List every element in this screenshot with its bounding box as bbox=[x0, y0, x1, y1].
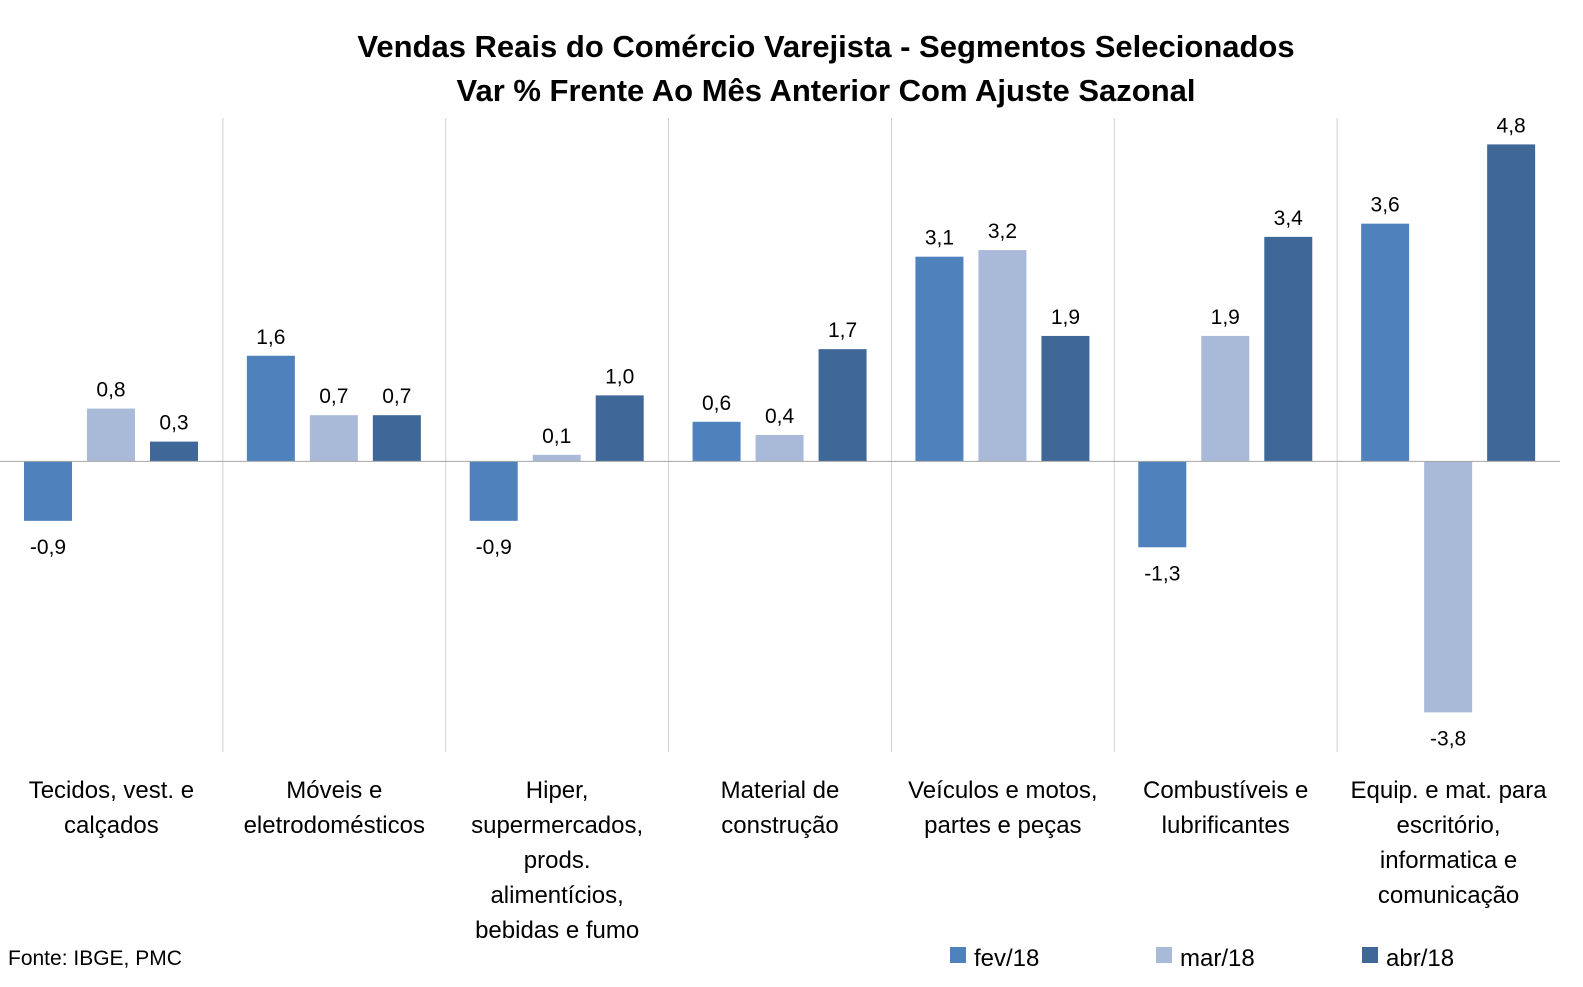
data-label: -1,3 bbox=[1144, 562, 1180, 585]
legend-label: abr/18 bbox=[1386, 945, 1454, 972]
bar bbox=[24, 461, 72, 521]
data-label: -0,9 bbox=[30, 536, 66, 559]
category-label: Material de construção bbox=[721, 777, 840, 839]
legend-label: mar/18 bbox=[1180, 945, 1255, 972]
category-label-line: Móveis e bbox=[286, 777, 382, 804]
category-label: Móveis e eletrodomésticos bbox=[244, 777, 425, 839]
category-label: Equip. e mat. para escritório, informatica… bbox=[1351, 777, 1548, 909]
category-label-line: Equip. e mat. para bbox=[1351, 777, 1548, 804]
bar bbox=[469, 461, 518, 521]
data-label: -0,9 bbox=[476, 536, 512, 559]
bar bbox=[595, 395, 644, 462]
legend-label: fev/18 bbox=[974, 945, 1039, 972]
category-label: Hiper, supermercados, prods. alimentícios, b… bbox=[471, 777, 643, 944]
bar bbox=[87, 408, 135, 462]
data-label: 1,7 bbox=[828, 319, 857, 342]
data-label: 1,0 bbox=[605, 365, 634, 388]
bar bbox=[1487, 144, 1536, 462]
legend-swatch bbox=[1362, 947, 1378, 963]
bar bbox=[978, 250, 1027, 462]
bar bbox=[915, 256, 964, 462]
data-label: 1,6 bbox=[256, 326, 285, 349]
category-label-line: Material de bbox=[721, 777, 840, 804]
data-label: 4,8 bbox=[1497, 114, 1526, 137]
category-label-line: Hiper, bbox=[526, 777, 589, 804]
data-label: 3,6 bbox=[1371, 194, 1400, 217]
bar bbox=[309, 415, 358, 462]
category-label-line: partes e peças bbox=[924, 812, 1081, 839]
bar bbox=[1201, 335, 1250, 462]
bar bbox=[1041, 335, 1090, 462]
category-label-line: supermercados, bbox=[471, 812, 643, 839]
legend-swatch bbox=[1156, 947, 1172, 963]
category-label-line: alimentícios, bbox=[490, 882, 623, 909]
bar bbox=[532, 454, 581, 462]
chart-title: Vendas Reais do Comércio Varejista - Seg… bbox=[357, 29, 1294, 64]
bar bbox=[755, 435, 804, 462]
bar bbox=[1138, 461, 1187, 548]
category-label-line: calçados bbox=[64, 812, 159, 839]
chart-subtitle: Var % Frente Ao Mês Anterior Com Ajuste … bbox=[457, 73, 1196, 108]
bar bbox=[150, 441, 198, 462]
category-label-line: bebidas e fumo bbox=[475, 917, 639, 944]
data-label: 1,9 bbox=[1211, 306, 1240, 329]
data-label: 0,7 bbox=[319, 385, 348, 408]
data-label: -3,8 bbox=[1430, 727, 1466, 750]
data-label: 0,4 bbox=[765, 405, 795, 428]
source-note: Fonte: IBGE, PMC bbox=[8, 947, 182, 970]
data-label: 3,2 bbox=[988, 220, 1017, 243]
category-label-line: Veículos e motos, bbox=[908, 777, 1097, 804]
category-label-line: lubrificantes bbox=[1162, 812, 1290, 839]
data-label: 3,1 bbox=[925, 227, 954, 250]
data-label: 3,4 bbox=[1274, 207, 1304, 230]
bar bbox=[246, 355, 295, 462]
category-label: Combustíveis e lubrificantes bbox=[1143, 777, 1308, 839]
category-label-line: Combustíveis e bbox=[1143, 777, 1308, 804]
data-label: 0,1 bbox=[542, 425, 571, 448]
data-label: 0,7 bbox=[382, 385, 411, 408]
category-label-line: informatica e bbox=[1380, 847, 1517, 874]
category-label: Tecidos, vest. e calçados bbox=[29, 777, 194, 839]
data-label: 0,3 bbox=[159, 412, 188, 435]
category-label: Veículos e motos, partes e peças bbox=[908, 777, 1097, 839]
category-label-line: Tecidos, vest. e bbox=[29, 777, 194, 804]
plot-area: -0,9 1,6 -0,9 0,6 3,1 -1,3 3,6 0,8 0,7 0,1 0,4 3,2 1… bbox=[0, 114, 1560, 944]
data-label: 0,8 bbox=[96, 379, 125, 402]
bar bbox=[818, 349, 867, 462]
data-label: 1,9 bbox=[1051, 306, 1080, 329]
bar bbox=[1424, 461, 1473, 713]
bar bbox=[1264, 236, 1313, 462]
category-label-line: construção bbox=[721, 812, 838, 839]
bar bbox=[1361, 223, 1410, 462]
legend: fev/18 mar/18 abr/18 bbox=[950, 945, 1454, 972]
category-label-line: eletrodomésticos bbox=[244, 812, 425, 839]
data-label: 0,6 bbox=[702, 392, 731, 415]
category-label-line: escritório, bbox=[1397, 812, 1501, 839]
category-label-line: comunicação bbox=[1378, 882, 1519, 909]
legend-swatch bbox=[950, 947, 966, 963]
bar bbox=[692, 421, 741, 462]
category-label-line: prods. bbox=[524, 847, 591, 874]
bar bbox=[372, 415, 421, 462]
